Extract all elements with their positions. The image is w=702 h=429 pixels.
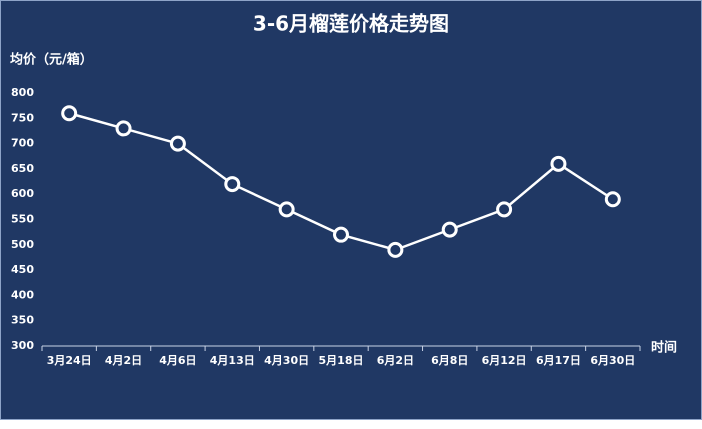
marker [169,135,186,152]
marker [387,241,404,258]
y-tick-label: 300 [11,339,34,352]
y-tick-label: 350 [11,314,34,327]
y-tick-label: 450 [11,263,34,276]
x-tick-label: 5月18日 [319,354,364,367]
y-tick-label: 750 [11,111,34,124]
marker [278,201,295,218]
x-tick-label: 4月6日 [159,354,196,367]
marker [441,221,458,238]
x-tick-label: 4月2日 [105,354,142,367]
x-tick-label: 4月30日 [264,354,309,367]
chart-background [0,0,702,420]
x-tick-label: 6月30日 [590,354,635,367]
marker [224,176,241,193]
x-tick-label: 3月24日 [47,354,92,367]
y-tick-label: 500 [11,238,34,251]
x-tick-label: 6月8日 [431,354,468,367]
y-tick-label: 800 [11,86,34,99]
chart-title: 3-6月榴莲价格走势图 [253,12,449,36]
y-axis-label: 均价（元/箱） [10,52,93,68]
marker [115,120,132,137]
y-tick-label: 550 [11,213,34,226]
y-tick-label: 600 [11,187,34,200]
x-tick-label: 6月2日 [377,354,414,367]
x-tick-label: 6月12日 [482,354,527,367]
x-tick-label: 6月17日 [536,354,581,367]
x-axis-label: 时间 [651,340,677,356]
marker [550,155,567,172]
marker [61,105,78,122]
y-tick-label: 650 [11,162,34,175]
marker [496,201,513,218]
marker [333,226,349,243]
y-tick-label: 400 [11,288,34,301]
y-tick-label: 700 [11,137,34,150]
x-tick-label: 4月13日 [210,354,255,367]
marker [604,191,621,208]
